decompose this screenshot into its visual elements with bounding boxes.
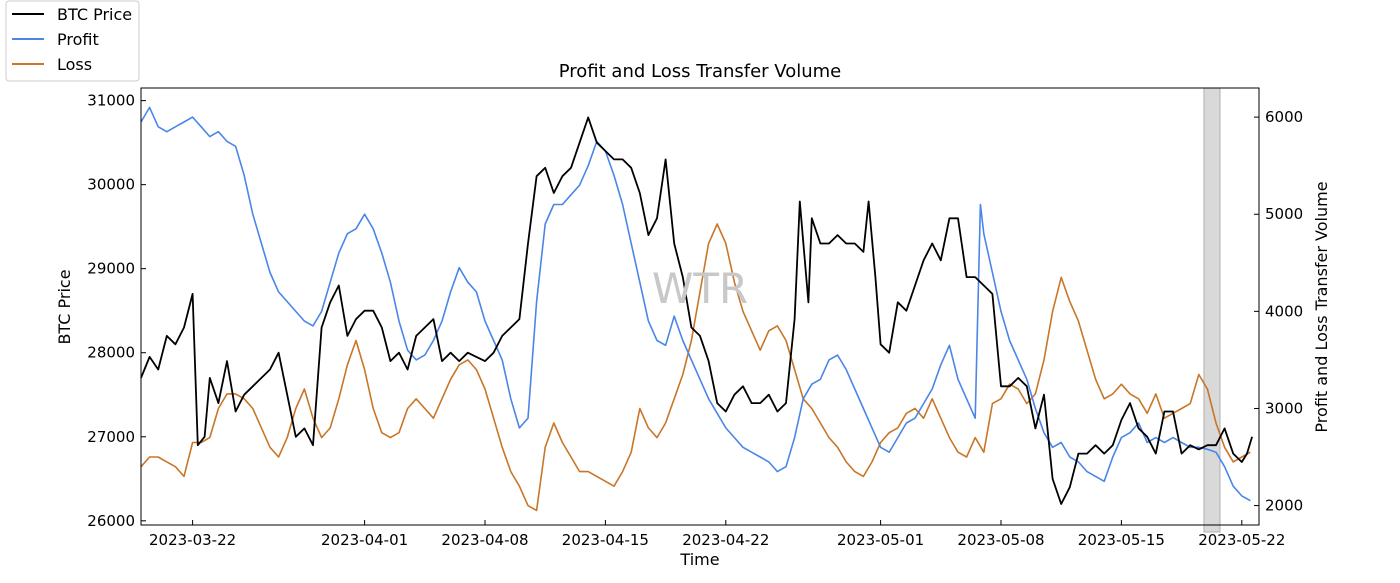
x-tick-label: 2023-05-01	[837, 531, 924, 549]
right-y-tick-label: 2000	[1265, 497, 1303, 515]
axis-ticks: 2023-03-22 2023-04-01 2023-04-08 2023-04-15…	[87, 92, 1303, 549]
series-line-profit	[140, 106, 1251, 502]
legend-label-btc-price: BTC Price	[57, 5, 132, 24]
series-lines	[140, 106, 1253, 512]
x-tick-label: 2023-04-01	[321, 531, 408, 549]
left-y-tick-label: 31000	[87, 92, 135, 110]
highlight-region	[1203, 87, 1221, 533]
legend-box	[5, 0, 140, 82]
series-line-loss	[140, 223, 1251, 512]
series-line-btc-price	[140, 116, 1253, 505]
legend: BTC Price Profit Loss	[5, 0, 140, 82]
right-y-tick-label: 4000	[1265, 302, 1303, 320]
chart-title: Profit and Loss Transfer Volume	[559, 61, 842, 82]
right-y-tick-label: 6000	[1265, 108, 1303, 126]
watermark-text: WTR	[652, 264, 748, 313]
left-y-tick-label: 27000	[87, 428, 135, 446]
x-tick-label: 2023-05-08	[957, 531, 1044, 549]
x-tick-label: 2023-04-22	[682, 531, 769, 549]
x-tick-label: 2023-05-15	[1078, 531, 1165, 549]
x-axis-label: Time	[679, 550, 719, 569]
left-y-tick-label: 30000	[87, 176, 135, 194]
x-tick-label: 2023-04-15	[562, 531, 649, 549]
x-tick-label: 2023-04-08	[441, 531, 528, 549]
left-y-tick-label: 26000	[87, 512, 135, 530]
plot-frame	[140, 87, 1260, 526]
right-y-tick-label: 5000	[1265, 205, 1303, 223]
x-tick-label: 2023-05-22	[1198, 531, 1285, 549]
right-y-axis-label: Profit and Loss Transfer Volume	[1312, 181, 1331, 432]
left-y-axis-label: BTC Price	[55, 269, 74, 344]
legend-label-loss: Loss	[57, 55, 92, 74]
left-y-tick-label: 28000	[87, 344, 135, 362]
highlight-layer	[1203, 87, 1221, 533]
x-tick-label: 2023-03-22	[149, 531, 236, 549]
right-y-tick-label: 3000	[1265, 399, 1303, 417]
left-y-tick-label: 29000	[87, 260, 135, 278]
legend-label-profit: Profit	[57, 30, 99, 49]
